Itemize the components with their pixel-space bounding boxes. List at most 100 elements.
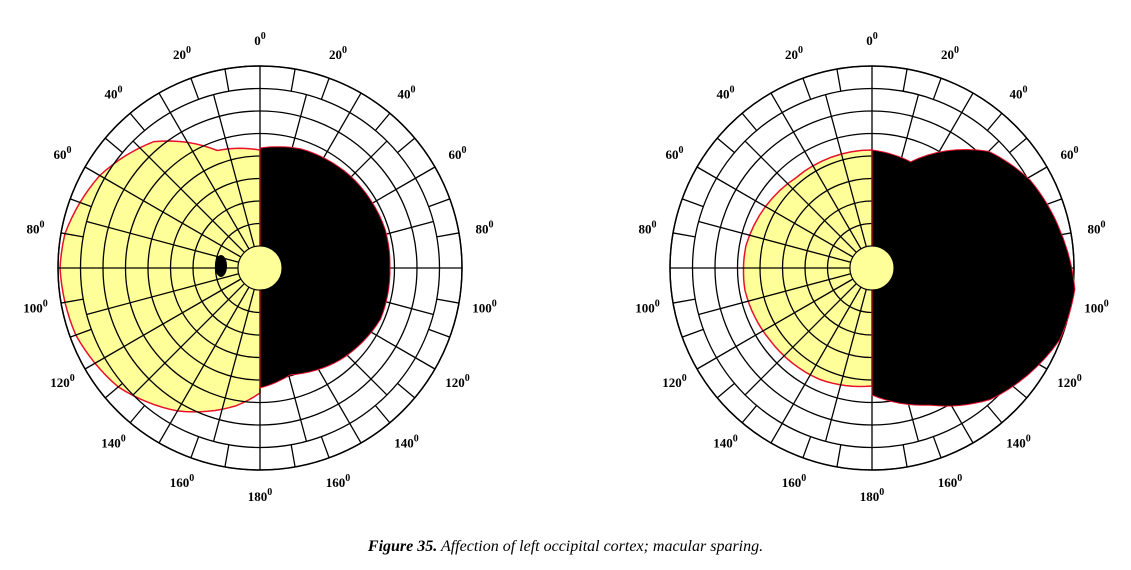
- grid-spoke: [802, 436, 812, 459]
- grid-spoke: [190, 77, 200, 100]
- angle-value: 80: [1088, 221, 1101, 236]
- angle-value: 20: [329, 47, 342, 62]
- angle-label: 1200: [445, 373, 470, 390]
- degree-mark: 0: [261, 31, 266, 42]
- grid-spoke: [672, 232, 696, 238]
- degree-mark: 0: [411, 84, 416, 95]
- grid-spoke: [224, 444, 230, 468]
- grid-spoke: [744, 140, 857, 253]
- angle-label: 1200: [1057, 373, 1082, 390]
- degree-mark: 0: [189, 473, 194, 484]
- angle-label: 1200: [662, 373, 687, 390]
- angle-label: 1600: [326, 473, 351, 490]
- angle-value: 80: [638, 221, 651, 236]
- grid-spoke: [349, 92, 362, 113]
- angle-label: 400: [1010, 84, 1028, 101]
- degree-mark: 0: [121, 434, 126, 445]
- angle-label: 800: [638, 219, 656, 236]
- degree-mark: 0: [117, 84, 122, 95]
- grid-spoke: [932, 436, 942, 459]
- grid-spoke: [290, 68, 296, 92]
- angle-label: 1400: [1006, 434, 1031, 451]
- angle-label: 200: [941, 45, 959, 62]
- angle-value: 180: [860, 489, 880, 504]
- grid-spoke: [716, 137, 735, 154]
- angle-value: 60: [1060, 147, 1073, 162]
- angle-label: 1800: [248, 487, 273, 504]
- grid-spoke: [290, 444, 296, 468]
- grid-spoke: [190, 436, 200, 459]
- grid-spoke: [132, 283, 245, 396]
- angle-value: 100: [635, 301, 655, 316]
- angle-value: 40: [398, 86, 411, 101]
- angle-label: 1400: [101, 434, 126, 451]
- grid-spoke: [836, 68, 842, 92]
- grid-spoke: [374, 112, 391, 131]
- grid-spoke: [824, 289, 867, 442]
- angle-value: 160: [782, 475, 802, 490]
- angle-label: 1000: [472, 299, 497, 316]
- grid-spoke: [770, 92, 783, 113]
- degree-mark: 0: [267, 487, 272, 498]
- grid-spoke: [69, 198, 92, 208]
- caption: Figure 35. Affection of left occipital c…: [0, 538, 1131, 556]
- grid-spoke: [781, 286, 862, 424]
- angle-label: 1000: [1084, 299, 1109, 316]
- grid-spoke: [86, 273, 239, 316]
- blind-spot: [215, 255, 227, 277]
- angle-label: 1600: [938, 473, 963, 490]
- angle-value: 140: [1006, 436, 1026, 451]
- grid-spoke: [129, 405, 146, 424]
- angle-value: 100: [23, 301, 43, 316]
- grid-spoke: [169, 112, 250, 250]
- grid-spoke: [349, 423, 362, 444]
- angle-label: 400: [398, 84, 416, 101]
- grid-spoke: [169, 286, 250, 424]
- grid-spoke: [212, 94, 255, 247]
- grid-spoke: [60, 232, 84, 238]
- degree-mark: 0: [1023, 84, 1028, 95]
- degree-mark: 0: [414, 434, 419, 445]
- angle-value: 120: [445, 375, 465, 390]
- visual-field: 0020040060080010001200140016001800160014…: [23, 31, 497, 504]
- grid-spoke: [397, 137, 416, 154]
- angle-value: 0: [254, 33, 261, 48]
- angle-value: 160: [938, 475, 958, 490]
- angle-label: 1600: [782, 473, 807, 490]
- grid-spoke: [86, 220, 239, 263]
- angle-value: 0: [866, 33, 873, 48]
- grid-spoke: [415, 357, 436, 370]
- degree-mark: 0: [655, 299, 660, 310]
- grid-spoke: [681, 328, 704, 338]
- degree-mark: 0: [461, 145, 466, 156]
- degree-mark: 0: [1101, 219, 1106, 230]
- angle-value: 60: [666, 147, 679, 162]
- angle-label: 00: [866, 31, 878, 48]
- grid-spoke: [397, 382, 416, 399]
- grid-spoke: [696, 166, 717, 179]
- caption-text: Affection of left occipital cortex; macu…: [440, 538, 764, 555]
- grid-spoke: [986, 112, 1003, 131]
- grid-spoke: [696, 357, 717, 370]
- grid-spoke: [902, 444, 908, 468]
- degree-mark: 0: [733, 434, 738, 445]
- degree-mark: 0: [1026, 434, 1031, 445]
- grid-spoke: [824, 94, 867, 247]
- angle-label: 1400: [394, 434, 419, 451]
- degree-mark: 0: [39, 219, 44, 230]
- angle-value: 160: [170, 475, 190, 490]
- degree-mark: 0: [345, 473, 350, 484]
- degree-mark: 0: [798, 45, 803, 56]
- grid-spoke: [84, 166, 105, 179]
- grid-spoke: [320, 77, 330, 100]
- angle-value: 120: [1057, 375, 1077, 390]
- blind-area: [259, 146, 391, 389]
- grid-spoke: [158, 92, 171, 113]
- angle-value: 180: [248, 489, 268, 504]
- angle-value: 40: [716, 86, 729, 101]
- degree-mark: 0: [67, 145, 72, 156]
- angle-label: 800: [476, 219, 494, 236]
- grid-spoke: [436, 298, 460, 304]
- angle-label: 200: [173, 45, 191, 62]
